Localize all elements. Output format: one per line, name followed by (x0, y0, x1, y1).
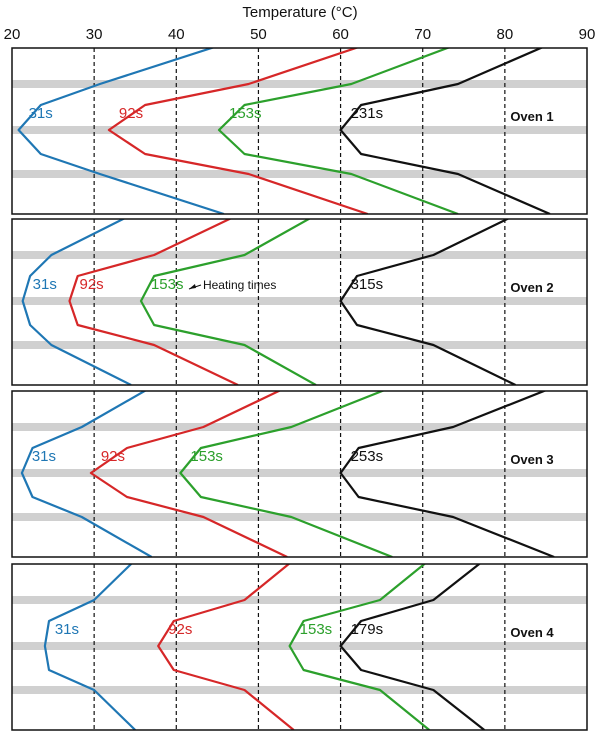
panel-name: Oven 2 (510, 280, 553, 295)
panel-name: Oven 1 (510, 109, 553, 124)
series-line-31s (20, 391, 153, 557)
grey-band (12, 642, 587, 650)
series-line-31s (43, 564, 136, 730)
x-tick-label: 40 (168, 26, 185, 43)
series-line-253s (339, 391, 555, 557)
grey-band (12, 596, 587, 604)
panel-frame (11, 390, 588, 558)
x-tick-label: 60 (332, 26, 349, 43)
x-tick-label: 20 (4, 26, 21, 43)
grey-band (12, 686, 587, 694)
series-line-231s (339, 48, 551, 214)
x-tick-label: 90 (579, 26, 596, 43)
grey-band (12, 80, 587, 88)
series-label: 92s (80, 276, 104, 293)
grey-band (12, 469, 587, 477)
annotation-text: Heating times (203, 278, 276, 292)
series-line-153s (139, 219, 317, 385)
series-label: 31s (55, 621, 79, 638)
series-label: 153s (229, 105, 262, 122)
series-line-179s (339, 564, 485, 730)
x-axis-title: Temperature (°C) (242, 4, 357, 21)
series-line-153s (179, 391, 393, 557)
annotation-arrowhead (188, 284, 196, 289)
oven-panels: 31s 92s 153s 231s Oven 1 31s 92s 153s 315s Oven 2… (11, 47, 588, 731)
x-tick-label: 80 (497, 26, 514, 43)
x-tick-label: 70 (414, 26, 431, 43)
series-label: 31s (33, 276, 57, 293)
panel-name: Oven 3 (510, 452, 553, 467)
grey-band (12, 251, 587, 259)
x-tick-label: 50 (250, 26, 267, 43)
series-label: 153s (151, 276, 184, 293)
series-line-92s (68, 219, 239, 385)
series-label: 31s (29, 105, 53, 122)
series-label: 231s (351, 105, 384, 122)
panel-frame (11, 218, 588, 386)
panel-frame (11, 563, 588, 731)
series-label: 153s (190, 448, 223, 465)
oven-panel: 31s 92s 153s 231s Oven 1 (11, 47, 588, 215)
series-label: 92s (168, 621, 192, 638)
series-label: 315s (351, 276, 384, 293)
series-line-92s (89, 391, 288, 557)
panel-name: Oven 4 (510, 625, 554, 640)
panel-frame (11, 47, 588, 215)
series-label: 253s (351, 448, 384, 465)
x-axis-ticks: 20 30 40 50 60 70 80 90 (4, 26, 596, 43)
grey-band (12, 341, 587, 349)
grey-band (12, 126, 587, 134)
series-line-315s (339, 219, 516, 385)
x-tick-label: 30 (86, 26, 103, 43)
grey-band (12, 170, 587, 178)
series-line-31s (21, 219, 132, 385)
grey-band (12, 297, 587, 305)
series-line-31s (17, 48, 225, 214)
series-label: 92s (119, 105, 143, 122)
series-line-153s (288, 564, 430, 730)
grey-band (12, 423, 587, 431)
annotation-layer: Heating times (188, 278, 276, 292)
series-line-92s (157, 564, 295, 730)
series-line-92s (107, 48, 369, 214)
oven-panel: 31s 92s 153s 315s Oven 2 (11, 218, 588, 386)
oven-panel: 31s 92s 153s 179s Oven 4 (11, 563, 588, 731)
grey-band (12, 513, 587, 521)
series-label: 179s (351, 621, 384, 638)
oven-panel: 31s 92s 153s 253s Oven 3 (11, 390, 588, 558)
series-line-153s (217, 48, 459, 214)
series-label: 92s (101, 448, 125, 465)
series-label: 153s (300, 621, 333, 638)
series-label: 31s (32, 448, 56, 465)
